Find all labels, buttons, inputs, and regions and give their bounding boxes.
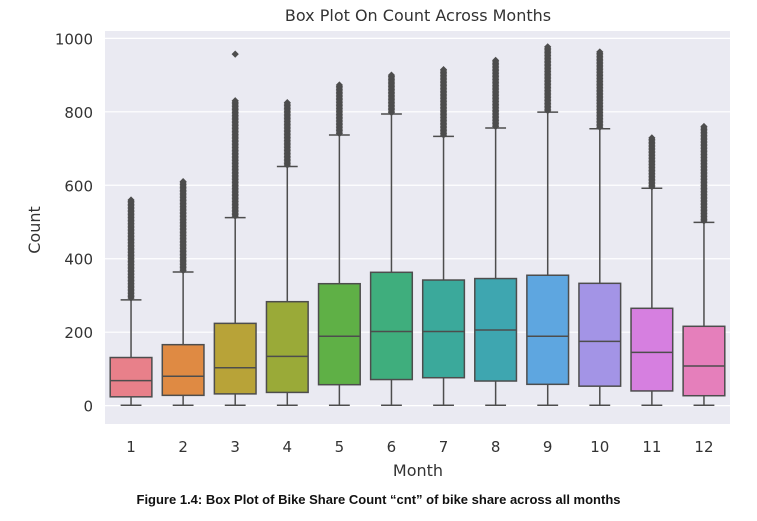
y-tick-label: 0: [83, 398, 93, 416]
outliers: [648, 134, 656, 191]
x-tick-label: 3: [230, 438, 240, 456]
x-tick-label: 1: [126, 438, 136, 456]
iqr-box: [578, 282, 622, 387]
outliers: [439, 65, 448, 139]
box-month-4: [265, 99, 309, 407]
y-tick-label: 200: [64, 324, 93, 342]
outlier-point: [492, 56, 500, 64]
figure-caption: Figure 1.4: Box Plot of Bike Share Count…: [136, 492, 621, 507]
outliers: [335, 81, 343, 138]
box-month-7: [421, 65, 466, 407]
outlier-point: [387, 71, 396, 79]
outliers: [596, 48, 604, 131]
outlier-point: [231, 97, 239, 105]
x-tick-label: 2: [178, 438, 188, 456]
outliers: [127, 196, 135, 302]
chart-title: Box Plot On Count Across Months: [285, 6, 551, 25]
gridlines: [105, 37, 730, 407]
outlier-point: [596, 48, 604, 56]
outliers: [544, 43, 552, 115]
outlier-point: [648, 134, 656, 142]
iqr-box: [265, 300, 309, 394]
y-tick-label: 400: [64, 251, 93, 269]
outliers: [492, 56, 500, 131]
x-axis-label: Month: [393, 461, 443, 480]
x-axis-ticks: 1 2 3 4 5 6 7 8 9 10 11 12: [126, 438, 713, 456]
iqr-box: [213, 322, 257, 395]
iqr-box: [369, 271, 414, 381]
iqr-box: [526, 274, 570, 386]
iqr-box: [317, 282, 361, 386]
outlier-point: [544, 43, 552, 51]
y-axis-ticks: 0 200 400 600 800 1000: [55, 30, 93, 415]
box-month-2: [161, 177, 205, 407]
y-tick-label: 600: [64, 177, 93, 195]
outliers: [283, 99, 291, 169]
iqr-box: [682, 325, 726, 397]
iqr-box: [109, 356, 153, 398]
y-tick-label: 1000: [55, 30, 93, 48]
outliers: [387, 71, 396, 117]
box-month-5: [317, 81, 361, 407]
outliers: [700, 122, 708, 225]
outlier-point: [439, 65, 448, 74]
x-tick-label: 4: [283, 438, 293, 456]
iqr-box: [421, 279, 466, 379]
outlier-point: [283, 99, 291, 107]
x-tick-label: 10: [590, 438, 609, 456]
outlier-point: [231, 50, 239, 58]
y-axis-label: Count: [25, 206, 44, 254]
y-tick-label: 800: [64, 104, 93, 122]
outliers: [179, 177, 187, 275]
x-tick-label: 7: [439, 438, 449, 456]
box-month-12: [682, 122, 726, 407]
x-tick-label: 12: [694, 438, 713, 456]
plot-area: [105, 31, 730, 424]
box-series: [109, 43, 726, 407]
box-month-3: [213, 50, 257, 407]
outlier-point: [700, 122, 708, 131]
x-tick-label: 11: [642, 438, 661, 456]
outlier-point: [127, 196, 135, 204]
box-month-6: [369, 71, 414, 407]
x-tick-label: 9: [543, 438, 553, 456]
x-tick-label: 8: [491, 438, 501, 456]
box-month-9: [526, 43, 570, 407]
box-month-1: [109, 196, 153, 407]
iqr-box: [161, 343, 205, 397]
box-month-8: [474, 56, 518, 407]
outlier-point: [179, 177, 187, 186]
box-month-11: [630, 134, 674, 407]
outlier-point: [335, 81, 343, 89]
x-tick-label: 6: [387, 438, 397, 456]
x-tick-label: 5: [335, 438, 345, 456]
outliers: [231, 50, 239, 220]
box-month-10: [578, 48, 622, 407]
iqr-box: [630, 307, 674, 392]
